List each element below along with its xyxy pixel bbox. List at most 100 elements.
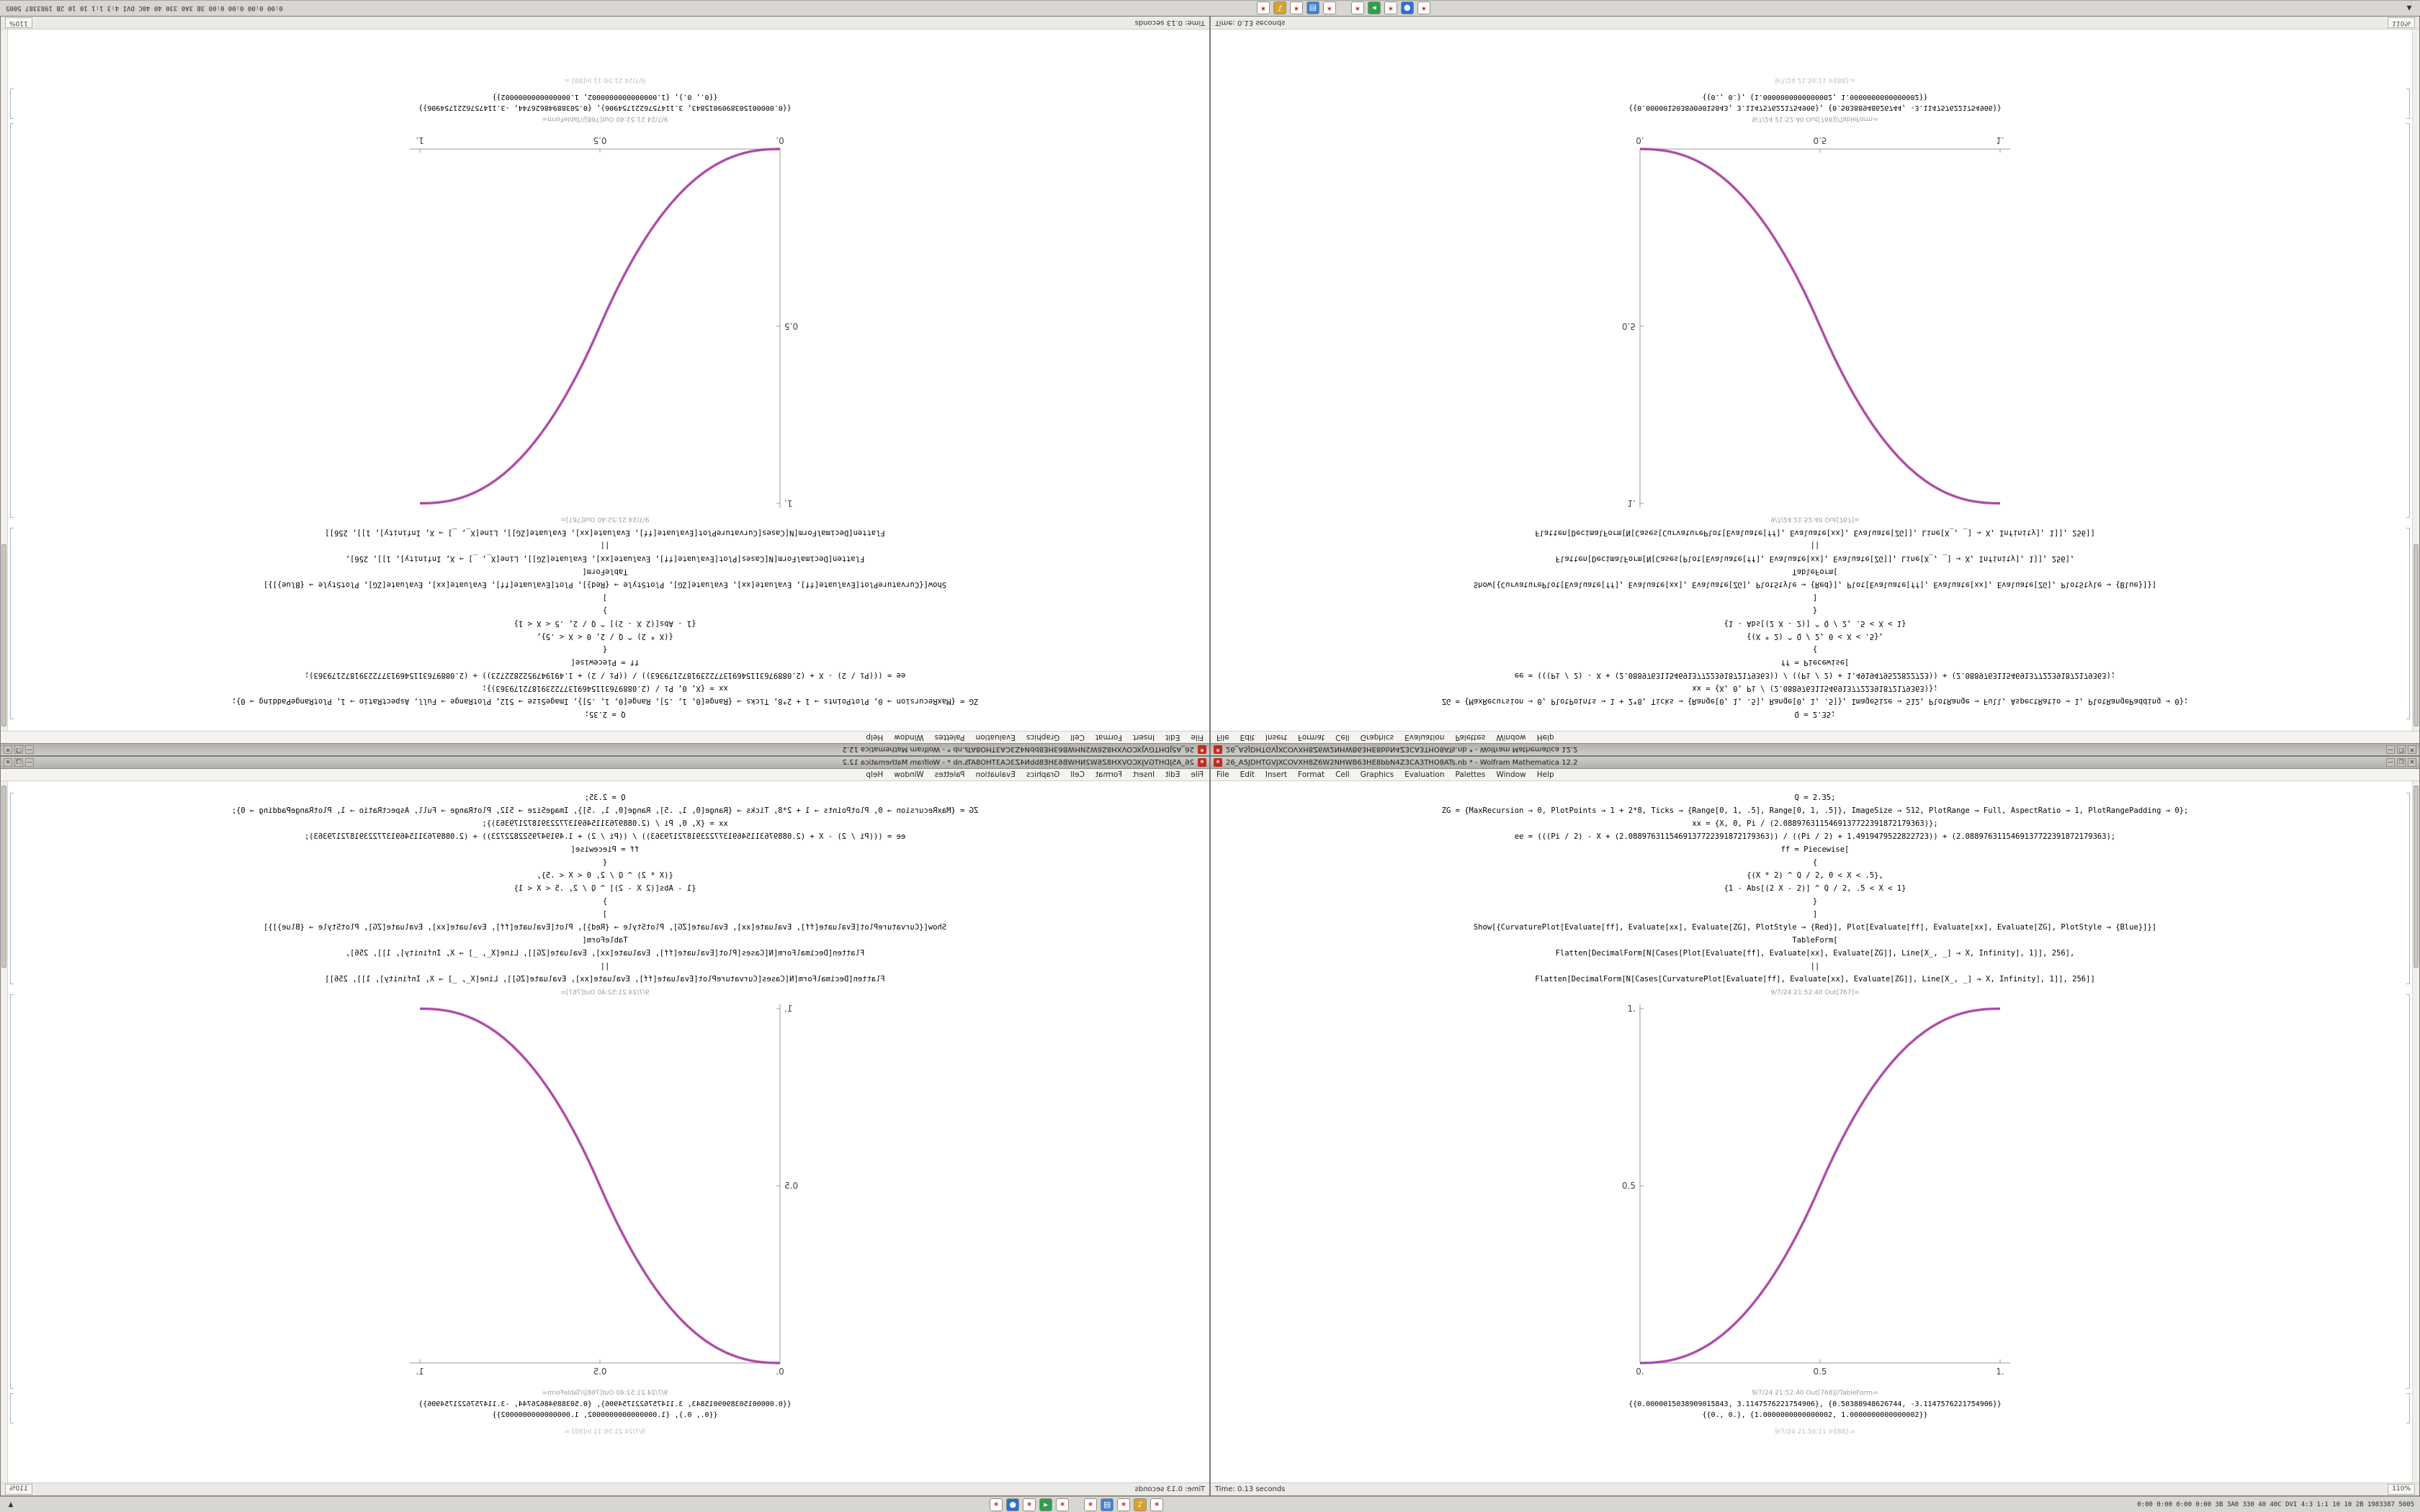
zoom-level[interactable]: 110%: [2388, 17, 2415, 28]
input-code-line[interactable]: TableForm[: [1792, 567, 1838, 576]
browser-dock-icon[interactable]: ●: [1006, 1498, 1020, 1511]
menu-item[interactable]: Edit: [1240, 733, 1255, 742]
menu-item[interactable]: Palettes: [1455, 733, 1486, 742]
input-code-line[interactable]: xx = {X, 0, Pi / (2.08897631154691377223…: [1692, 819, 1938, 828]
input-code-line[interactable]: ee = (((Pi / 2) - X + (2.088976311546913…: [1514, 671, 2116, 680]
input-code-line[interactable]: Flatten[DecimalForm[N[Cases[Plot[Evaluat…: [1555, 949, 2075, 958]
mathematica-dock-icon[interactable]: ✶: [1384, 1, 1397, 15]
input-code-line[interactable]: Show[{CurvaturePlot[Evaluate[ff], Evalua…: [1473, 923, 2157, 932]
input-code-line[interactable]: TableForm[: [582, 567, 628, 576]
notebook-content[interactable]: Q = 2.35; ZG = {MaxRecursion → 0, PlotPoi…: [1211, 30, 2419, 731]
input-code-line[interactable]: {: [1812, 858, 1818, 867]
input-code-line[interactable]: ||: [600, 962, 610, 971]
menu-item[interactable]: Help: [1536, 770, 1554, 779]
vertical-scrollbar[interactable]: [1, 30, 8, 731]
input-code-line[interactable]: {(X * 2) ^ Q / 2, 0 < X < .5},: [537, 871, 673, 880]
window-titlebar[interactable]: ✶ 26_A5JDHTGVJXCOVXH8Z6W2NHWB63HE8bbN4Z3…: [1211, 743, 2419, 755]
window-titlebar[interactable]: ✶ 26_A5JDHTGVJXCOVXH8Z6W2NHWB63HE8bbN4Z3…: [1, 743, 1209, 755]
input-code-line[interactable]: }: [602, 606, 608, 615]
panel-expander-icon[interactable]: ▲: [8, 1500, 14, 1508]
menu-item[interactable]: File: [1191, 733, 1204, 742]
menu-item[interactable]: Cell: [1070, 770, 1085, 779]
input-code-line[interactable]: Show[{CurvaturePlot[Evaluate[ff], Evalua…: [1473, 580, 2157, 589]
maximize-button[interactable]: ❐: [14, 758, 23, 767]
zoom-level[interactable]: 110%: [5, 1484, 32, 1495]
input-code-line[interactable]: xx = {X, 0, Pi / (2.08897631154691377223…: [482, 684, 728, 693]
input-code-line[interactable]: xx = {X, 0, Pi / (2.08897631154691377223…: [482, 819, 728, 828]
input-code-line[interactable]: {1 - Abs[(2 X - 2)] ^ Q / 2, .5 < X < 1}: [514, 619, 696, 628]
input-code-line[interactable]: {: [602, 645, 608, 654]
input-code-line[interactable]: ee = (((Pi / 2) - X + (2.088976311546913…: [304, 832, 906, 841]
input-code-line[interactable]: Flatten[DecimalForm[N[Cases[CurvaturePlo…: [1535, 975, 2095, 984]
menu-item[interactable]: Insert: [1265, 770, 1288, 779]
input-code-line[interactable]: ||: [1810, 962, 1820, 971]
cell-bracket[interactable]: [2406, 1393, 2410, 1423]
input-code-line[interactable]: ff = Piecewise[: [1780, 845, 1850, 854]
menu-item[interactable]: Format: [1095, 770, 1122, 779]
browser-dock-icon[interactable]: ●: [1400, 1, 1414, 15]
input-code-line[interactable]: ||: [1810, 541, 1820, 550]
scrollbar-thumb[interactable]: [2414, 786, 2419, 968]
vertical-scrollbar[interactable]: [2412, 781, 2419, 1482]
vertical-scrollbar[interactable]: [2412, 30, 2419, 731]
cell-bracket[interactable]: [10, 123, 14, 518]
menu-item[interactable]: Insert: [1132, 733, 1155, 742]
input-code-line[interactable]: ]: [1812, 593, 1818, 602]
menu-item[interactable]: Window: [894, 733, 924, 742]
input-code-line[interactable]: {1 - Abs[(2 X - 2)] ^ Q / 2, .5 < X < 1}: [1724, 619, 1906, 628]
menu-item[interactable]: Format: [1298, 733, 1325, 742]
input-code-line[interactable]: ZG = {MaxRecursion → 0, PlotPoints → 1 +…: [1441, 697, 2189, 706]
cell-bracket[interactable]: [10, 528, 14, 719]
menu-item[interactable]: Help: [866, 770, 884, 779]
cell-bracket[interactable]: [2406, 994, 2410, 1389]
input-code-line[interactable]: ||: [600, 541, 610, 550]
cell-bracket[interactable]: [10, 89, 14, 119]
menu-item[interactable]: Cell: [1335, 733, 1350, 742]
notebook-content[interactable]: Q = 2.35; ZG = {MaxRecursion → 0, PlotPoi…: [1, 30, 1209, 731]
menu-item[interactable]: Edit: [1165, 770, 1180, 779]
input-code-line[interactable]: Q = 2.35;: [1794, 710, 1836, 719]
menu-item[interactable]: Window: [894, 770, 924, 779]
notebook-content[interactable]: Q = 2.35; ZG = {MaxRecursion → 0, PlotPoi…: [1, 781, 1209, 1482]
close-button[interactable]: ✕: [2408, 745, 2416, 754]
close-button[interactable]: ✕: [4, 745, 12, 754]
menu-item[interactable]: Graphics: [1360, 770, 1394, 779]
cell-bracket[interactable]: [10, 994, 14, 1389]
menu-item[interactable]: Graphics: [1360, 733, 1394, 742]
input-code-line[interactable]: ff = Piecewise[: [570, 658, 640, 667]
menu-item[interactable]: Palettes: [934, 770, 965, 779]
input-code-line[interactable]: ZG = {MaxRecursion → 0, PlotPoints → 1 +…: [231, 806, 979, 815]
menu-item[interactable]: Edit: [1165, 733, 1180, 742]
cell-bracket[interactable]: [2406, 123, 2410, 518]
input-code-line[interactable]: ff = Piecewise[: [570, 845, 640, 854]
scrollbar-thumb[interactable]: [1, 544, 6, 726]
input-code-line[interactable]: Flatten[DecimalForm[N[Cases[CurvaturePlo…: [325, 528, 885, 537]
menu-item[interactable]: Format: [1298, 770, 1325, 779]
input-code-line[interactable]: }: [1812, 606, 1818, 615]
maximize-button[interactable]: ❐: [14, 745, 23, 754]
mathematica-dock-icon[interactable]: ✶: [1150, 1498, 1164, 1511]
zoom-level[interactable]: 110%: [2388, 1484, 2415, 1495]
input-code-line[interactable]: {(X * 2) ^ Q / 2, 0 < X < .5},: [1747, 871, 1883, 880]
menu-item[interactable]: Palettes: [1455, 770, 1486, 779]
input-code-line[interactable]: {(X * 2) ^ Q / 2, 0 < X < .5},: [537, 632, 673, 641]
input-code-line[interactable]: Flatten[DecimalForm[N[Cases[CurvaturePlo…: [325, 975, 885, 984]
input-code-line[interactable]: ]: [602, 593, 608, 602]
mathematica-dock-icon[interactable]: ✶: [1084, 1498, 1098, 1511]
input-code-line[interactable]: ZG = {MaxRecursion → 0, PlotPoints → 1 +…: [1441, 806, 2189, 815]
menu-item[interactable]: Help: [1536, 733, 1554, 742]
terminal-dock-icon[interactable]: ▸: [1039, 1498, 1053, 1511]
vertical-scrollbar[interactable]: [1, 781, 8, 1482]
cell-bracket[interactable]: [10, 1393, 14, 1423]
panel-expander-icon[interactable]: ▲: [2406, 4, 2412, 12]
input-code-line[interactable]: TableForm[: [1792, 936, 1838, 945]
mathematica-dock-icon[interactable]: ✶: [1023, 1498, 1036, 1511]
menu-item[interactable]: Evaluation: [1404, 770, 1445, 779]
input-code-line[interactable]: }: [602, 897, 608, 906]
menu-item[interactable]: Cell: [1335, 770, 1350, 779]
menu-item[interactable]: File: [1216, 733, 1229, 742]
menu-item[interactable]: Evaluation: [975, 770, 1016, 779]
input-code-line[interactable]: Flatten[DecimalForm[N[Cases[Plot[Evaluat…: [345, 949, 865, 958]
menu-item[interactable]: Format: [1095, 733, 1122, 742]
menu-item[interactable]: File: [1216, 770, 1229, 779]
